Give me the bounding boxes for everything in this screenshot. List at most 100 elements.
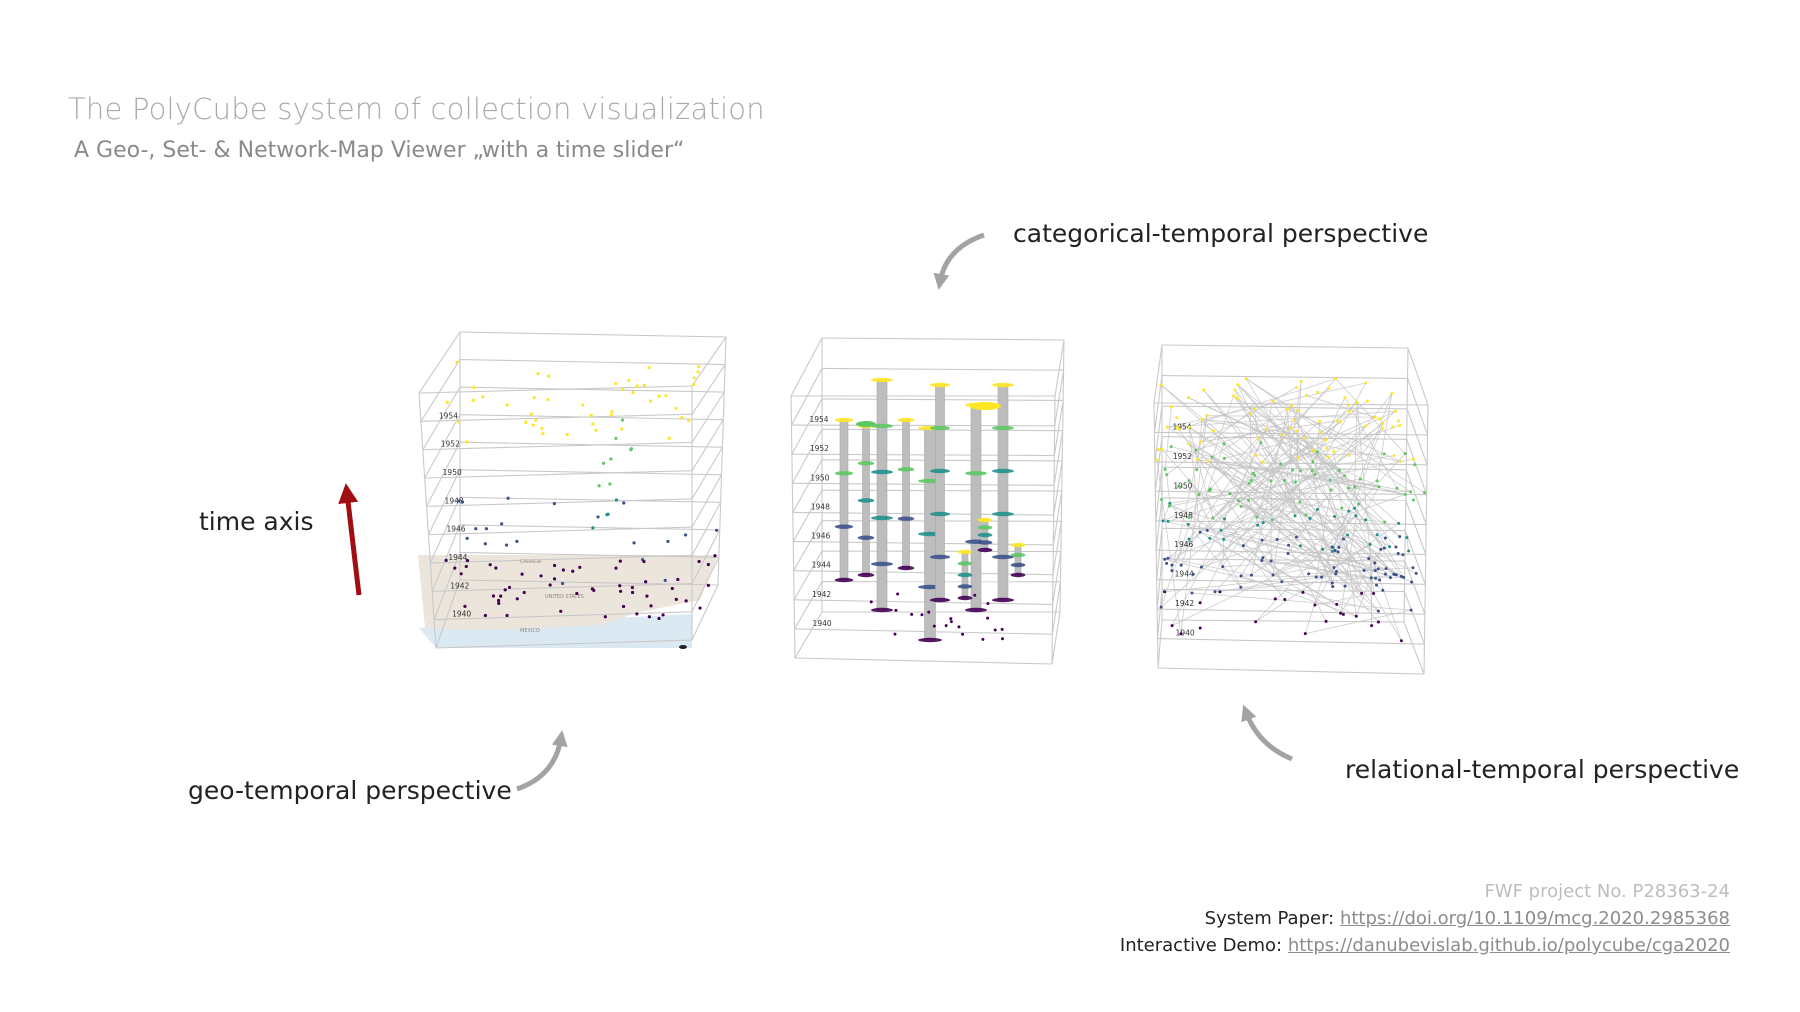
network-edge [1251, 560, 1272, 576]
year-tick-label: 1944 [1175, 570, 1194, 579]
data-point [1316, 390, 1320, 394]
data-point [647, 366, 651, 370]
cube-edge [426, 498, 693, 507]
data-point [1326, 455, 1330, 459]
data-point [1165, 473, 1169, 477]
data-point [1301, 590, 1305, 594]
data-point [1390, 391, 1394, 395]
data-point [927, 610, 931, 614]
relational-temporal-cube: 1954 1952 1950 1948 1946 1944 1942 1940 [1153, 344, 1429, 675]
data-point [596, 515, 600, 519]
data-point [1170, 563, 1174, 567]
data-point [1364, 381, 1368, 385]
data-point [1155, 458, 1159, 462]
data-point [453, 566, 457, 570]
data-point [896, 592, 900, 596]
data-point [1364, 518, 1368, 522]
data-point [981, 637, 985, 641]
cube-edge [1052, 551, 1062, 605]
category-pillar [935, 384, 945, 601]
cube-edge [429, 497, 461, 564]
data-point [920, 613, 924, 617]
data-point [1394, 573, 1398, 577]
data-point [1313, 603, 1317, 607]
year-tick-label: 1950 [443, 468, 462, 477]
network-edge [1238, 478, 1361, 502]
network-edge [1240, 404, 1349, 577]
demo-link[interactable]: https://danubevislab.github.io/polycube/… [1287, 935, 1730, 956]
cube-edge [1403, 591, 1425, 645]
data-point [1376, 567, 1380, 571]
data-point [1282, 478, 1286, 482]
cube-edge [1156, 579, 1426, 585]
network-edge [1248, 482, 1337, 572]
data-point [1298, 469, 1302, 473]
cube-edge [422, 386, 461, 450]
data-point [1396, 551, 1400, 555]
data-point [601, 461, 606, 465]
data-point [1334, 377, 1338, 381]
data-point [1286, 551, 1290, 555]
data-point [1239, 574, 1243, 578]
data-point [1347, 410, 1351, 414]
data-point [505, 403, 509, 407]
data-point [1409, 608, 1413, 612]
categorical-perspective-label: categorical-temporal perspective [1013, 219, 1429, 248]
network-edge [1200, 387, 1297, 443]
data-point [1169, 445, 1173, 449]
year-tick-label: 1952 [441, 440, 460, 449]
data-point [1235, 396, 1239, 400]
data-point [1396, 419, 1400, 423]
data-point [1160, 447, 1164, 451]
cube-edge [1406, 408, 1428, 465]
data-point [1285, 407, 1289, 411]
categorical-curved-arrow [933, 232, 985, 290]
network-edge [1222, 437, 1305, 567]
data-point [1357, 502, 1361, 506]
data-point [546, 374, 551, 378]
data-point [1260, 559, 1264, 563]
cube-edge [424, 414, 461, 479]
category-disc [929, 425, 951, 431]
page-title: The PolyCube system of collection visual… [68, 92, 765, 126]
data-point [1327, 386, 1331, 390]
network-edge [1201, 442, 1262, 568]
data-point [1187, 425, 1191, 429]
data-point [1362, 569, 1366, 573]
data-point [465, 558, 470, 563]
network-edge [1309, 427, 1383, 519]
cube-edge [691, 419, 724, 471]
data-point [670, 586, 674, 591]
cube-edge [1054, 339, 1065, 397]
network-edge [1272, 400, 1288, 410]
cube-edge [790, 395, 796, 659]
data-point [1197, 493, 1201, 497]
geo-temporal-cube: CANADA UNITED STATES MEXICO 1954 1952 1950… [418, 331, 727, 649]
category-disc [969, 402, 1001, 410]
data-point [503, 588, 507, 592]
data-point [993, 628, 997, 632]
data-point [589, 413, 593, 417]
cube-edge [459, 496, 721, 503]
data-point [457, 420, 461, 424]
category-disc [992, 511, 1014, 517]
data-point [1294, 535, 1298, 539]
network-edge [1210, 488, 1349, 512]
cube-edge [420, 413, 693, 422]
data-point [1232, 394, 1236, 398]
data-point [649, 399, 653, 403]
data-point [1384, 567, 1388, 571]
network-edge [1284, 480, 1334, 587]
network-edge [1180, 415, 1208, 634]
category-disc [992, 597, 1014, 603]
year-tick-label: 1952 [1173, 452, 1192, 461]
network-edge [1376, 393, 1393, 481]
paper-link[interactable]: https://doi.org/10.1109/mcg.2020.2985368 [1339, 908, 1730, 929]
network-edge [1287, 509, 1318, 554]
data-point [515, 539, 519, 543]
network-edge [1178, 378, 1336, 430]
data-point [1346, 533, 1350, 537]
cube-edge [459, 386, 725, 393]
data-point [957, 625, 961, 629]
data-point [1269, 559, 1273, 563]
